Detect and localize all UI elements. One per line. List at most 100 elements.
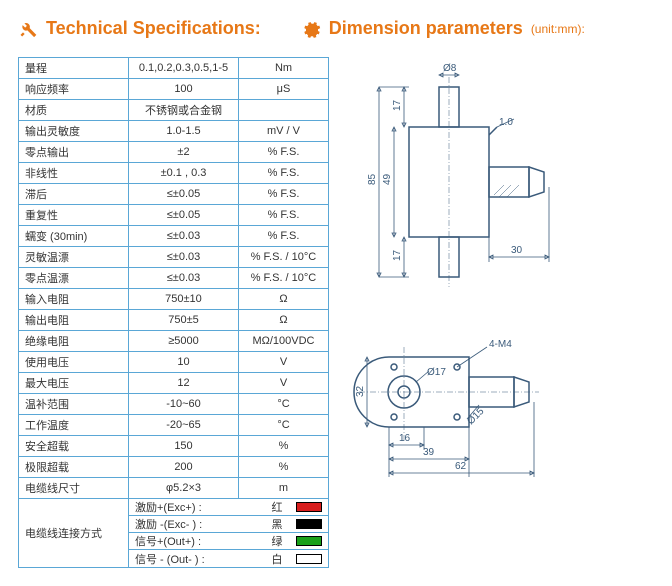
spec-label: 零点温漂 — [19, 268, 129, 289]
specs-heading: Technical Specifications: — [18, 18, 261, 39]
dim-total-height: 85 — [367, 173, 378, 185]
wrench-icon — [18, 19, 38, 39]
dims-heading: Dimension parameters (unit:mm): — [301, 18, 585, 39]
spec-unit: MΩ/100VDC — [239, 331, 329, 352]
spec-table: 量程0.1,0.2,0.3,0.5,1-5Nm响应频率100μS材质不锈钢或合金… — [18, 57, 329, 568]
spec-unit — [239, 100, 329, 121]
spec-unit: % F.S. / 10°C — [239, 268, 329, 289]
spec-unit: % F.S. — [239, 226, 329, 247]
dim-bore: Ø17 — [427, 367, 446, 378]
dim-shaft-top: 17 — [392, 99, 403, 111]
wiring-row: 信号 - (Out- ) :白 — [129, 550, 328, 567]
spec-value: ≤±0.03 — [129, 268, 239, 289]
spec-label: 零点输出 — [19, 142, 129, 163]
table-row: 响应频率100μS — [19, 79, 329, 100]
spec-unit: °C — [239, 394, 329, 415]
wiring-color-name: 黑 — [264, 516, 290, 532]
table-row: 重复性≤±0.05% F.S. — [19, 205, 329, 226]
table-row: 安全超载150% — [19, 436, 329, 457]
spec-unit: Ω — [239, 310, 329, 331]
spec-unit: mV / V — [239, 121, 329, 142]
table-row: 电缆线连接方式激励+(Exc+) :红激励 -(Exc- ) :黑信号+(Out… — [19, 499, 329, 568]
diagram-bottom: 4-M4 Ø17 Ø15 32 16 39 — [349, 327, 579, 487]
spec-label: 工作温度 — [19, 415, 129, 436]
spec-value: 1.0-1.5 — [129, 121, 239, 142]
spec-value: ≥5000 — [129, 331, 239, 352]
spec-label: 安全超载 — [19, 436, 129, 457]
spec-value: 0.1,0.2,0.3,0.5,1-5 — [129, 58, 239, 79]
table-row: 工作温度-20~65°C — [19, 415, 329, 436]
spec-value: -10~60 — [129, 394, 239, 415]
spec-unit: Ω — [239, 289, 329, 310]
wiring-row: 激励 -(Exc- ) :黑 — [129, 516, 328, 533]
dim-height: 32 — [355, 385, 366, 397]
spec-label: 量程 — [19, 58, 129, 79]
dim-holes: 4-M4 — [489, 339, 512, 350]
spec-unit: % F.S. — [239, 142, 329, 163]
dim-shaft-bot: 17 — [392, 249, 403, 261]
table-row: 灵敏温漂≤±0.03% F.S. / 10°C — [19, 247, 329, 268]
spec-label: 输入电阻 — [19, 289, 129, 310]
wiring-text: 信号 - (Out- ) : — [129, 551, 264, 567]
spec-value: ≤±0.05 — [129, 205, 239, 226]
spec-value: 750±10 — [129, 289, 239, 310]
table-row: 输出灵敏度1.0-1.5mV / V — [19, 121, 329, 142]
spec-value: 100 — [129, 79, 239, 100]
table-row: 输出电阻750±5Ω — [19, 310, 329, 331]
spec-label: 温补范围 — [19, 394, 129, 415]
dim-shaft-dia: Ø8 — [443, 63, 457, 74]
wiring-text: 激励+(Exc+) : — [129, 499, 264, 515]
diagram-front: Ø8 85 49 17 17 1.0 — [349, 57, 579, 307]
spec-value: φ5.2×3 — [129, 478, 239, 499]
spec-label: 灵敏温漂 — [19, 247, 129, 268]
table-row: 使用电压10V — [19, 352, 329, 373]
dims-heading-text: Dimension parameters — [329, 18, 523, 39]
dim-total-len: 62 — [455, 461, 467, 472]
table-row: 非线性±0.1 , 0.3% F.S. — [19, 163, 329, 184]
spec-label: 使用电压 — [19, 352, 129, 373]
spec-label: 重复性 — [19, 205, 129, 226]
specs-heading-text: Technical Specifications: — [46, 18, 261, 39]
table-row: 极限超载200% — [19, 457, 329, 478]
spec-label: 响应频率 — [19, 79, 129, 100]
spec-value: 10 — [129, 352, 239, 373]
spec-unit: % — [239, 436, 329, 457]
spec-label: 极限超载 — [19, 457, 129, 478]
spec-label: 输出电阻 — [19, 310, 129, 331]
spec-value: ≤±0.03 — [129, 247, 239, 268]
spec-unit: V — [239, 373, 329, 394]
spec-unit: % F.S. — [239, 163, 329, 184]
spec-value: ±2 — [129, 142, 239, 163]
gear-icon — [301, 19, 321, 39]
spec-value: 200 — [129, 457, 239, 478]
dims-heading-unit: (unit:mm): — [531, 22, 585, 36]
table-row: 输入电阻750±10Ω — [19, 289, 329, 310]
table-row: 温补范围-10~60°C — [19, 394, 329, 415]
wiring-swatch — [296, 536, 322, 546]
wiring-text: 信号+(Out+) : — [129, 533, 264, 549]
wiring-color-name: 白 — [264, 551, 290, 567]
wiring-row: 信号+(Out+) :绿 — [129, 533, 328, 550]
wiring-cell: 激励+(Exc+) :红激励 -(Exc- ) :黑信号+(Out+) :绿信号… — [129, 499, 329, 568]
spec-value: ≤±0.05 — [129, 184, 239, 205]
spec-label: 蠕变 (30min) — [19, 226, 129, 247]
spec-unit: °C — [239, 415, 329, 436]
wiring-label: 电缆线连接方式 — [19, 499, 129, 568]
spec-unit: μS — [239, 79, 329, 100]
spec-unit: V — [239, 352, 329, 373]
table-row: 蠕变 (30min)≤±0.03% F.S. — [19, 226, 329, 247]
table-row: 绝缘电阻≥5000MΩ/100VDC — [19, 331, 329, 352]
spec-value: 150 — [129, 436, 239, 457]
spec-label: 电缆线尺寸 — [19, 478, 129, 499]
table-row: 滞后≤±0.05% F.S. — [19, 184, 329, 205]
table-row: 零点温漂≤±0.03% F.S. / 10°C — [19, 268, 329, 289]
wiring-swatch — [296, 554, 322, 564]
wiring-color-name: 绿 — [264, 533, 290, 549]
spec-label: 材质 — [19, 100, 129, 121]
spec-value: ±0.1 , 0.3 — [129, 163, 239, 184]
spec-unit: % F.S. / 10°C — [239, 247, 329, 268]
table-row: 最大电压12V — [19, 373, 329, 394]
spec-value: 不锈钢或合金钢 — [129, 100, 239, 121]
table-row: 零点输出±2% F.S. — [19, 142, 329, 163]
table-row: 电缆线尺寸φ5.2×3m — [19, 478, 329, 499]
